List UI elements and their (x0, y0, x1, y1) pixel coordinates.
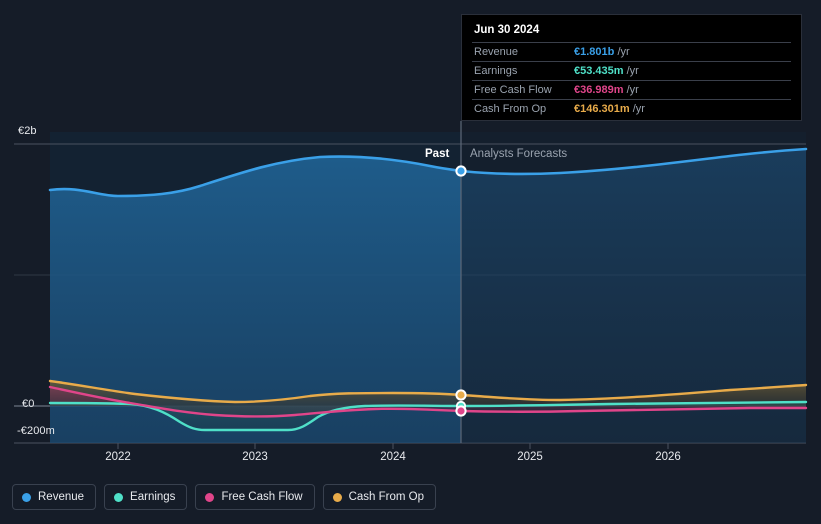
legend-label-free-cash-flow: Free Cash Flow (221, 491, 303, 503)
tooltip-amount-earnings: €53.435m (574, 65, 624, 77)
tooltip-date: Jun 30 2024 (474, 24, 540, 36)
x-axis-label-2022: 2022 (105, 451, 131, 463)
tooltip-amount-cash-from-op: €146.301m (574, 103, 630, 115)
legend-label-cash-from-op: Cash From Op (348, 491, 425, 503)
legend-label-earnings: Earnings (130, 491, 176, 503)
tooltip-value-cash-from-op: €146.301m /yr (572, 99, 791, 118)
tooltip-value-free-cash-flow: €36.989m /yr (572, 80, 791, 100)
tooltip-amount-free-cash-flow: €36.989m (574, 84, 624, 96)
legend-item-revenue[interactable]: Revenue (12, 484, 97, 510)
tooltip-label-earnings: Earnings (472, 61, 572, 81)
tooltip-unit-earnings: /yr (626, 65, 639, 77)
tooltip-unit-cash-from-op: /yr (632, 103, 645, 115)
free-cash-flow-swatch-icon (205, 492, 215, 502)
x-axis-ticks (117, 443, 669, 449)
free-cash-flow-marker (455, 405, 467, 417)
y-axis-label-neg200m: -€200m (17, 425, 55, 437)
tooltip-row-revenue: Revenue €1.801b /yr (472, 42, 791, 62)
earnings-swatch-icon (114, 492, 124, 502)
tooltip-label-cash-from-op: Cash From Op (472, 99, 572, 118)
tooltip-label-free-cash-flow: Free Cash Flow (472, 80, 572, 100)
tooltip-table: Revenue €1.801b /yr Earnings €53.435m /y… (472, 42, 791, 118)
tooltip-row-earnings: Earnings €53.435m /yr (472, 61, 791, 81)
x-axis-label-2026: 2026 (655, 451, 681, 463)
revenue-line-forecast (459, 147, 808, 176)
tooltip-row-free-cash-flow: Free Cash Flow €36.989m /yr (472, 80, 791, 100)
tooltip-unit-revenue: /yr (617, 46, 630, 58)
earnings-line (48, 400, 808, 432)
past-label: Past (425, 148, 450, 160)
revenue-area-forecast (461, 149, 806, 443)
legend-item-cash-from-op[interactable]: Cash From Op (322, 484, 437, 510)
tooltip-value-earnings: €53.435m /yr (572, 61, 791, 81)
x-axis-label-2025: 2025 (517, 451, 543, 463)
cash-from-op-swatch-icon (332, 492, 342, 502)
tooltip-value-revenue: €1.801b /yr (572, 42, 791, 62)
free-cash-flow-line (48, 385, 808, 418)
legend-item-free-cash-flow[interactable]: Free Cash Flow (195, 484, 315, 510)
revenue-area-past (50, 156, 461, 443)
tooltip-unit-free-cash-flow: /yr (626, 84, 639, 96)
y-axis-label-0: €0 (22, 398, 35, 410)
revenue-swatch-icon (22, 492, 31, 502)
tooltip-amount-revenue: €1.801b (574, 46, 615, 58)
analysts-forecasts-label: Analysts Forecasts (470, 148, 568, 160)
revenue-line-past (48, 155, 463, 198)
x-axis-label-2024: 2024 (380, 451, 406, 463)
chart-legend: Revenue Earnings Free Cash Flow Cash Fro… (12, 484, 437, 510)
x-axis-label-2023: 2023 (242, 451, 268, 463)
tooltip-label-revenue: Revenue (472, 42, 572, 62)
earnings-area (50, 402, 806, 430)
legend-item-earnings[interactable]: Earnings (104, 484, 188, 510)
revenue-marker (455, 165, 467, 177)
cash-from-op-marker (455, 389, 467, 401)
cash-from-op-line (48, 379, 808, 404)
chart-tooltip: Jun 30 2024 Revenue €1.801b /yr Earnings… (461, 14, 802, 121)
y-axis-label-2b: €2b (18, 125, 37, 137)
legend-label-revenue: Revenue (38, 491, 85, 503)
tooltip-row-cash-from-op: Cash From Op €146.301m /yr (472, 99, 791, 118)
